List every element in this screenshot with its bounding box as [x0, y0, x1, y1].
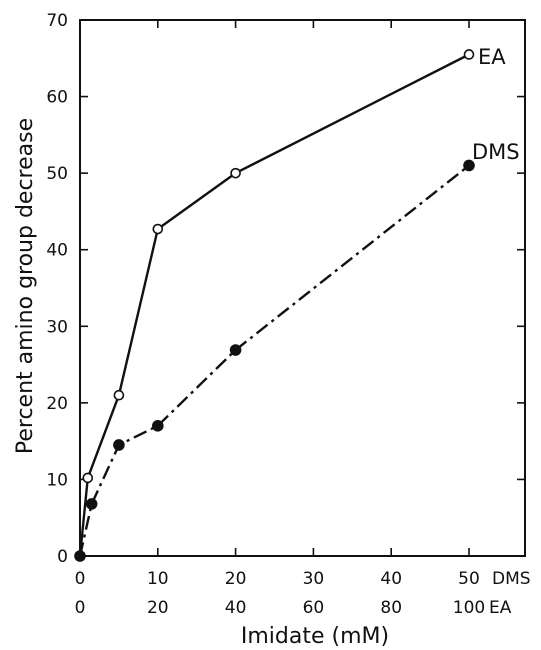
- x-axis-suffix-dms: DMS: [492, 569, 531, 589]
- series-layer: [74, 49, 475, 562]
- y-tick-label: 20: [46, 394, 68, 414]
- y-tick-label: 40: [46, 241, 68, 261]
- x-tick-label-dms: 10: [147, 569, 169, 589]
- data-point-ea: [152, 223, 164, 235]
- axes: 0 10 20 30 40 50 60 70 0 10 20 30 40 50 DMS 0 20 40 60 80 10…: [46, 11, 530, 618]
- series-line-dms: [78, 164, 470, 557]
- data-point-ea: [82, 472, 94, 484]
- x-tick-label-ea: 20: [147, 598, 169, 618]
- series-label-ea: EA: [478, 45, 506, 69]
- data-point-dms: [74, 550, 86, 562]
- data-point-ea: [230, 167, 241, 179]
- x-tick-label-ea: 40: [225, 598, 247, 618]
- x-tick-label-dms: 20: [225, 569, 247, 589]
- x-tick-label-ea: 0: [75, 598, 86, 618]
- y-tick-label: 10: [46, 470, 68, 490]
- x-tick-label-ea: 100: [453, 598, 485, 618]
- y-tick-label: 50: [46, 164, 68, 184]
- data-point-dms: [229, 344, 242, 356]
- y-tick-label: 70: [46, 11, 68, 31]
- x-tick-label-dms: 50: [458, 569, 480, 589]
- x-axis-title: Imidate (mM): [241, 624, 389, 649]
- series-label-dms: DMS: [472, 140, 520, 164]
- x-tick-label-dms: 30: [303, 569, 325, 589]
- data-point-ea: [463, 49, 475, 60]
- y-tick-label: 60: [46, 88, 68, 108]
- x-axis-suffix-ea: EA: [489, 598, 512, 618]
- y-tick-label: 0: [57, 547, 68, 567]
- series-line-ea: [78, 53, 470, 557]
- data-point-dms: [85, 498, 98, 510]
- y-tick-label: 30: [46, 317, 68, 337]
- plot-frame: [79, 19, 526, 557]
- x-tick-label-dms: 40: [380, 569, 402, 589]
- x-tick-label-dms: 0: [75, 569, 86, 589]
- data-point-dms: [113, 439, 125, 451]
- x-tick-label-ea: 80: [380, 598, 402, 618]
- data-point-dms: [463, 159, 475, 172]
- y-axis-title: Percent amino group decrease: [13, 118, 38, 454]
- data-point-ea: [113, 389, 125, 401]
- labels-layer: Imidate (mM) Percent amino group decreas…: [13, 45, 520, 649]
- x-tick-label-ea: 60: [303, 598, 325, 618]
- data-point-dms: [152, 420, 164, 432]
